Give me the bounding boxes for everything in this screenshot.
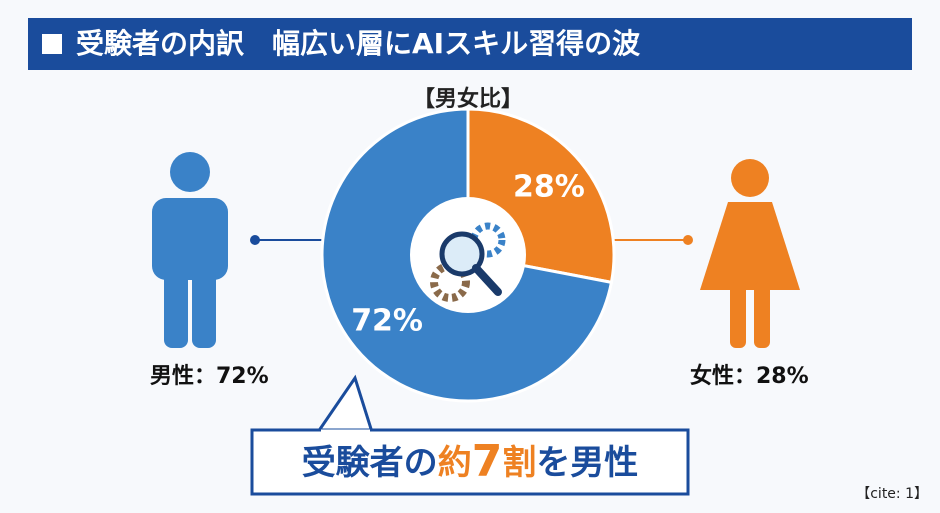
cite: 【cite: 1】	[856, 486, 928, 502]
title: 受験者の内訳 幅広い層にAIスキル習得の波	[76, 27, 641, 60]
female-label: 女性：28%	[690, 363, 809, 389]
callout-part: を男性	[536, 443, 638, 483]
callout-text: 受験者の約7割を男性	[302, 436, 639, 487]
title-square	[42, 34, 62, 54]
female-icon	[700, 159, 800, 348]
search-icon	[430, 222, 506, 302]
title-bar	[28, 18, 912, 70]
callout-part: 約	[438, 443, 472, 483]
connector-dot	[683, 235, 693, 245]
callout-part: 受験者の	[302, 443, 438, 483]
value-label: 28%	[513, 170, 585, 205]
callout-box	[250, 428, 690, 496]
male-label: 男性：72%	[150, 364, 269, 389]
callout-part: 7	[472, 436, 503, 487]
value-label: 72%	[351, 303, 423, 338]
male-icon	[152, 152, 228, 348]
callout-part: 割	[502, 443, 536, 483]
connector-dot	[250, 235, 260, 245]
